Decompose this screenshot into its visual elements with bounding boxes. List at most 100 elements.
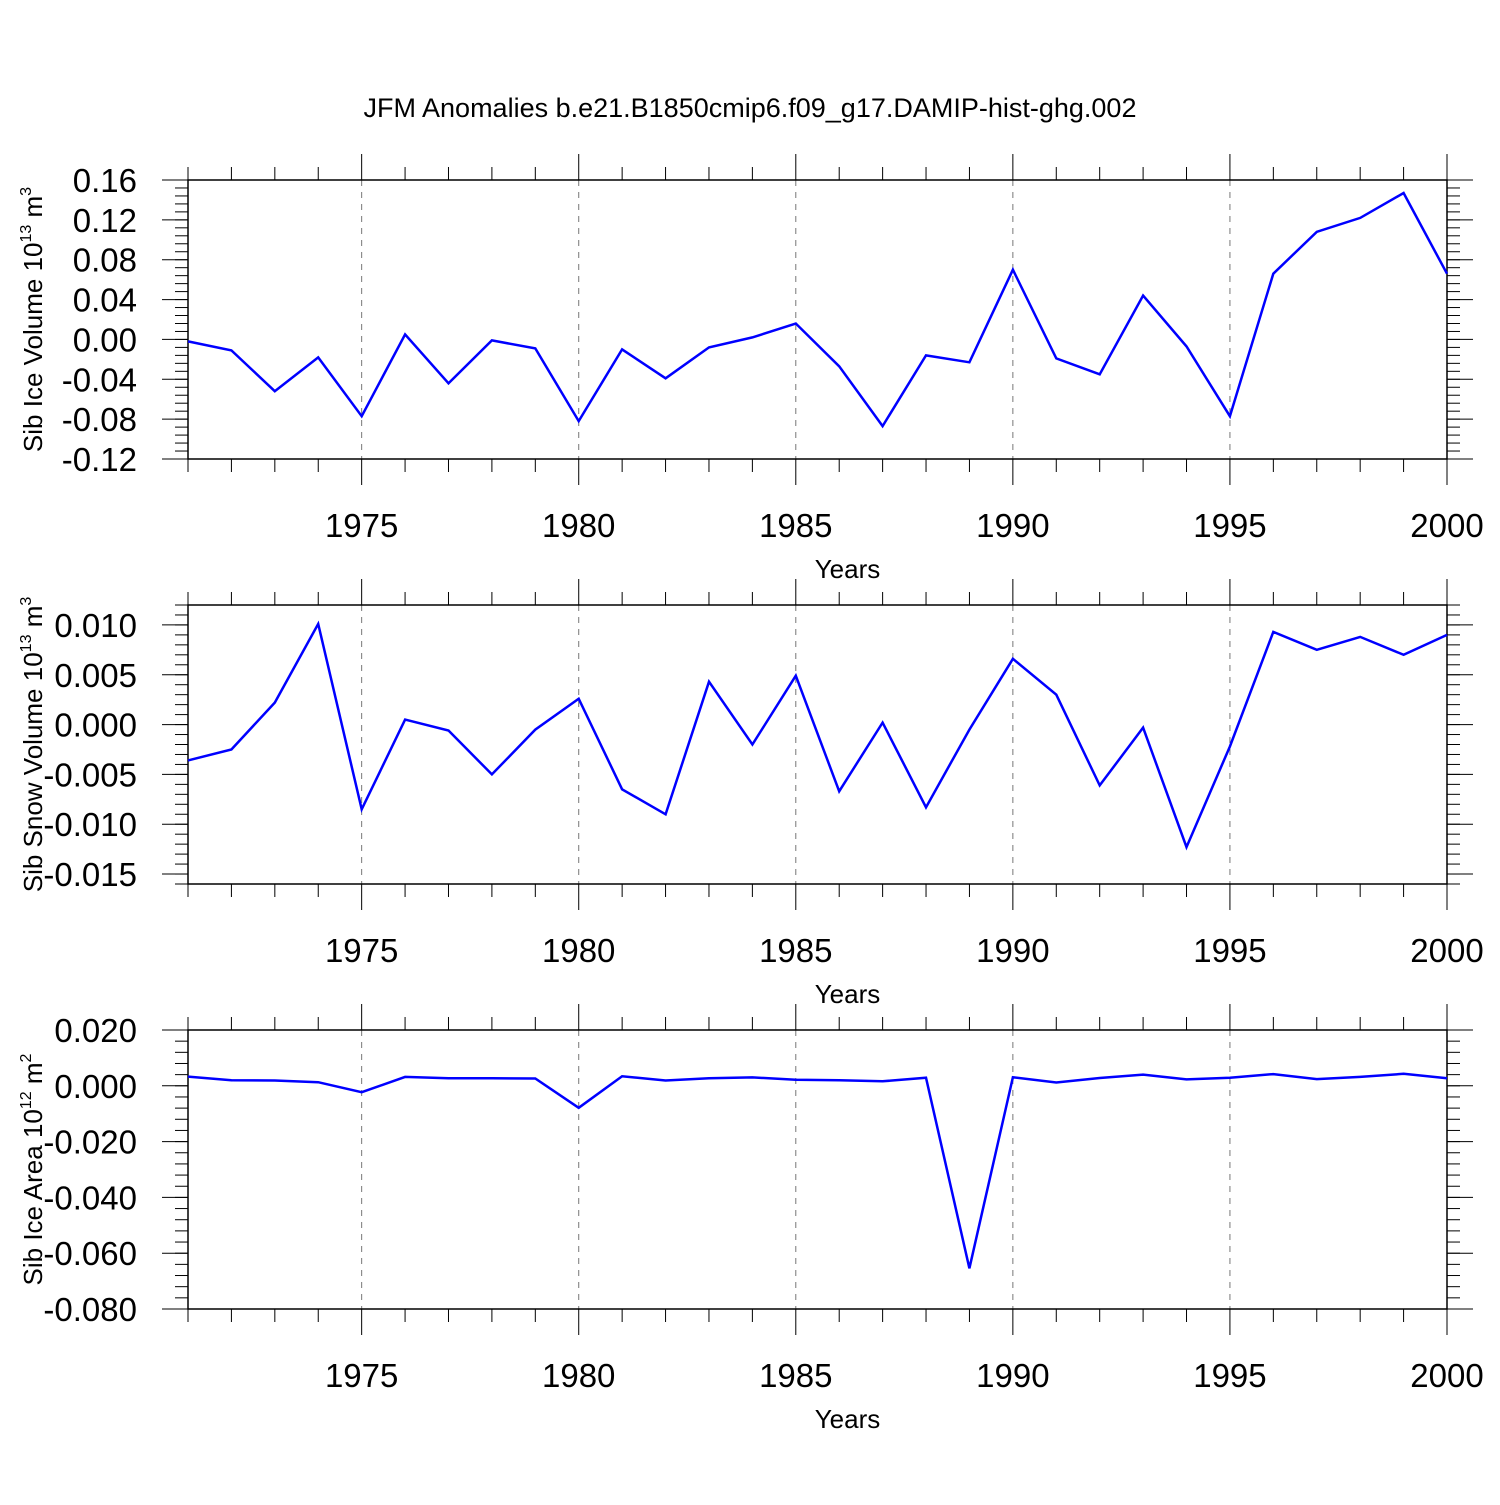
data-point bbox=[750, 1075, 754, 1079]
data-point bbox=[577, 1106, 581, 1110]
x-axis-title: Years bbox=[815, 554, 881, 584]
series-line bbox=[187, 620, 1448, 851]
data-point bbox=[403, 718, 407, 722]
data-point bbox=[446, 381, 450, 385]
y-tick-label: -0.08 bbox=[62, 401, 137, 438]
data-point bbox=[794, 674, 798, 678]
x-tick-label: 1975 bbox=[325, 932, 398, 969]
x-tick-label: 1975 bbox=[325, 507, 398, 544]
x-tick-label: 1980 bbox=[542, 1357, 615, 1394]
data-point bbox=[490, 338, 494, 342]
data-point bbox=[620, 787, 624, 791]
y-tick-label: 0.020 bbox=[54, 1012, 137, 1049]
data-point bbox=[1141, 1073, 1145, 1077]
plot-frame bbox=[187, 1029, 1448, 1310]
y-tick-label: -0.005 bbox=[43, 756, 137, 793]
data-point bbox=[1228, 414, 1232, 418]
data-point bbox=[186, 1075, 190, 1079]
data-point bbox=[837, 1078, 841, 1082]
data-point bbox=[620, 347, 624, 351]
data-point bbox=[1054, 1080, 1058, 1084]
y-tick-label: 0.08 bbox=[73, 242, 137, 279]
data-point bbox=[1358, 216, 1362, 220]
x-tick-label: 1985 bbox=[759, 932, 832, 969]
data-point bbox=[490, 772, 494, 776]
data-point bbox=[967, 1266, 971, 1270]
data-point bbox=[707, 345, 711, 349]
data-point bbox=[967, 728, 971, 732]
data-point bbox=[1054, 356, 1058, 360]
y-tick-label: -0.015 bbox=[43, 856, 137, 893]
data-point bbox=[273, 389, 277, 393]
data-point bbox=[1098, 783, 1102, 787]
data-point bbox=[229, 747, 233, 751]
data-point bbox=[316, 1080, 320, 1084]
x-tick-label: 2000 bbox=[1410, 932, 1483, 969]
data-point bbox=[1141, 726, 1145, 730]
data-point bbox=[533, 728, 537, 732]
y-tick-label: 0.005 bbox=[54, 657, 137, 694]
y-tick-label: -0.060 bbox=[43, 1235, 137, 1272]
y-tick-label: -0.080 bbox=[43, 1291, 137, 1328]
data-point bbox=[1185, 344, 1189, 348]
data-point bbox=[273, 701, 277, 705]
data-point bbox=[1445, 272, 1449, 276]
data-point bbox=[967, 360, 971, 364]
x-tick-label: 1995 bbox=[1193, 1357, 1266, 1394]
y-tick-label: -0.12 bbox=[62, 441, 137, 478]
data-point bbox=[1402, 191, 1406, 195]
data-point bbox=[360, 807, 364, 811]
data-point bbox=[403, 1075, 407, 1079]
series-line bbox=[187, 191, 1449, 429]
data-point bbox=[186, 758, 190, 762]
data-point bbox=[273, 1078, 277, 1082]
x-tick-label: 1975 bbox=[325, 1357, 398, 1394]
x-tick-label: 1990 bbox=[976, 1357, 1049, 1394]
data-point bbox=[1445, 633, 1449, 637]
data-point bbox=[1315, 648, 1319, 652]
data-point bbox=[707, 680, 711, 684]
data-point bbox=[1098, 372, 1102, 376]
data-point bbox=[1228, 744, 1232, 748]
x-tick-label: 2000 bbox=[1410, 507, 1483, 544]
data-point bbox=[1315, 1077, 1319, 1081]
y-tick-label: 0.04 bbox=[73, 282, 137, 319]
x-tick-label: 1995 bbox=[1193, 932, 1266, 969]
y-axis-title: Sib Ice Area 1012 m2 bbox=[18, 1053, 48, 1285]
data-point bbox=[1185, 845, 1189, 849]
data-point bbox=[446, 1076, 450, 1080]
data-point bbox=[881, 721, 885, 725]
y-axis-title: Sib Snow Volume 1013 m3 bbox=[18, 597, 48, 893]
data-point bbox=[881, 424, 885, 428]
data-point bbox=[664, 812, 668, 816]
data-point bbox=[316, 355, 320, 359]
data-point bbox=[186, 339, 190, 343]
data-point bbox=[924, 1076, 928, 1080]
chart-panel-1: -0.12-0.08-0.040.000.040.080.120.16 1975 1… bbox=[18, 154, 1484, 584]
y-tick-label: 0.000 bbox=[54, 1068, 137, 1105]
data-point bbox=[1358, 1075, 1362, 1079]
data-point bbox=[1011, 268, 1015, 272]
data-point bbox=[924, 353, 928, 357]
x-tick-label: 1980 bbox=[542, 507, 615, 544]
data-point bbox=[620, 1074, 624, 1078]
data-point bbox=[577, 697, 581, 701]
x-tick-label: 1985 bbox=[759, 1357, 832, 1394]
x-tick-label: 1990 bbox=[976, 507, 1049, 544]
series-line bbox=[187, 1072, 1448, 1269]
data-point bbox=[707, 1076, 711, 1080]
x-tick-label: 2000 bbox=[1410, 1357, 1483, 1394]
data-point bbox=[750, 335, 754, 339]
data-point bbox=[750, 743, 754, 747]
data-point bbox=[1228, 1076, 1232, 1080]
data-point bbox=[360, 1090, 364, 1094]
x-tick-label: 1990 bbox=[976, 932, 1049, 969]
y-tick-label: 0.000 bbox=[54, 707, 137, 744]
data-point bbox=[924, 805, 928, 809]
data-point bbox=[1011, 1075, 1015, 1079]
data-point bbox=[1271, 1072, 1275, 1076]
data-point bbox=[1098, 1076, 1102, 1080]
data-point bbox=[229, 1078, 233, 1082]
